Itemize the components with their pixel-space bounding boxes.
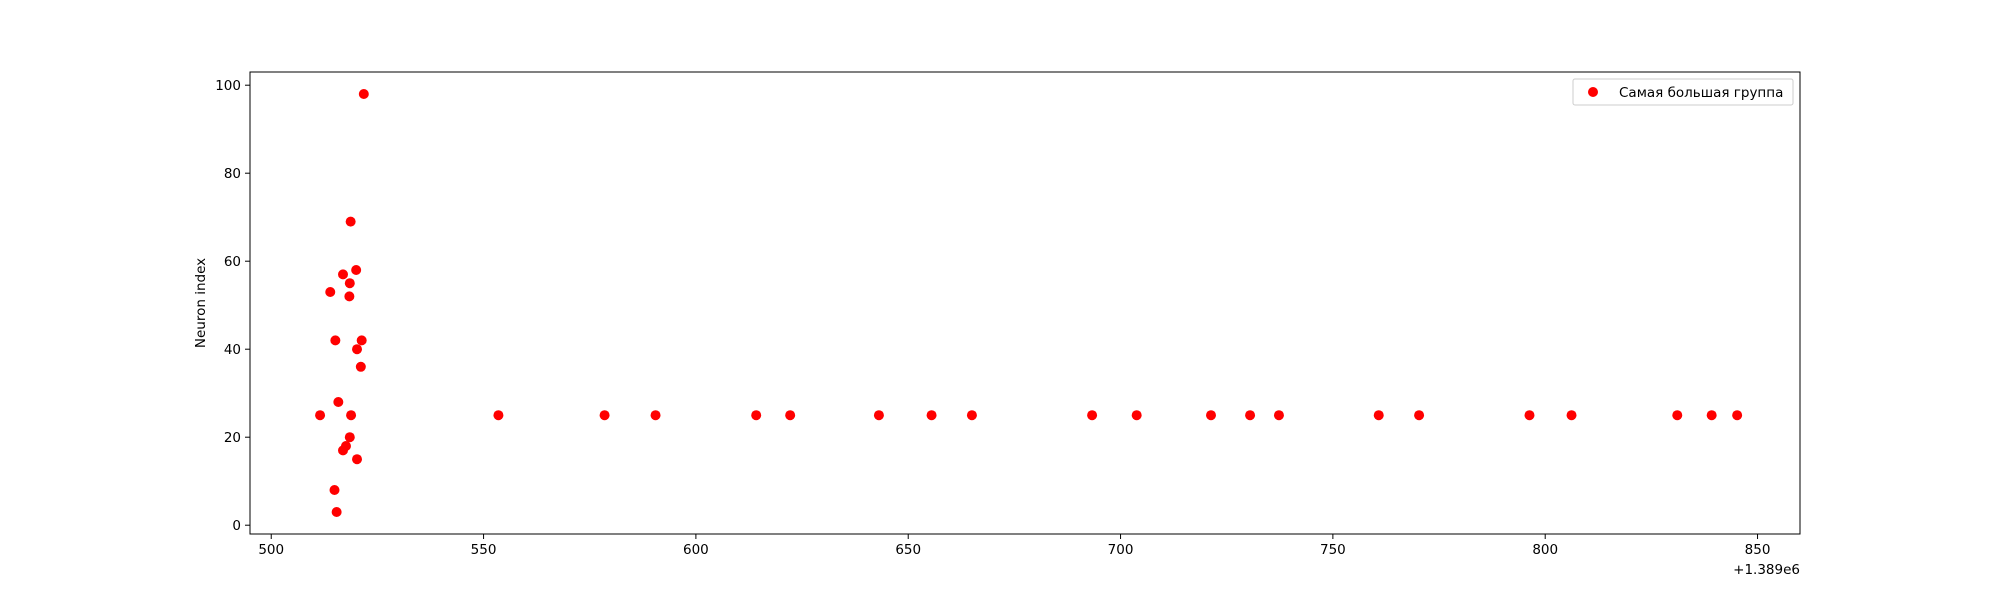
data-point [352, 454, 363, 465]
x-tick-label: 600 [683, 542, 709, 558]
data-points [315, 89, 1743, 517]
data-point [785, 410, 796, 421]
data-point [1524, 410, 1535, 421]
data-point [1414, 410, 1425, 421]
y-tick-label: 100 [215, 78, 241, 94]
plot-area: 500 550 600 650 700 750 800 850 0 20 40 60 80 100 [215, 71, 1801, 558]
data-point [331, 507, 342, 517]
data-point [493, 410, 504, 421]
y-tick-label: 40 [224, 342, 241, 358]
y-tick-label: 0 [232, 518, 241, 534]
data-point [355, 361, 366, 372]
data-point [344, 432, 355, 443]
data-point [344, 291, 355, 302]
data-point [1732, 410, 1743, 421]
legend-marker [1588, 87, 1598, 97]
legend-label: Самая большая группа [1619, 85, 1783, 101]
data-point [351, 265, 362, 275]
legend: Самая большая группа [1572, 78, 1794, 106]
data-point [599, 410, 610, 421]
data-point [1245, 410, 1256, 421]
y-axis-label: Neuron index [193, 258, 209, 348]
y-tick-label: 80 [224, 166, 241, 182]
data-point [1131, 410, 1142, 421]
x-tick-label: 550 [471, 542, 497, 558]
data-point [1373, 410, 1384, 421]
data-point [873, 410, 884, 421]
data-point [325, 287, 336, 297]
data-point [751, 410, 762, 421]
data-point [329, 485, 340, 495]
data-point [330, 335, 341, 346]
data-point [1566, 410, 1577, 421]
data-point [345, 216, 356, 227]
x-tick-label: 650 [895, 542, 921, 558]
y-axis: 0 20 40 60 80 100 [215, 78, 250, 534]
data-point [333, 397, 344, 407]
data-point [356, 335, 367, 346]
x-axis: 500 550 600 650 700 750 800 850 [258, 534, 1770, 558]
data-point [340, 441, 351, 451]
legend-box [1572, 78, 1794, 106]
data-point [358, 89, 369, 99]
data-point [650, 410, 661, 421]
data-point [344, 278, 355, 289]
data-point [1273, 410, 1284, 421]
axes-frame [249, 71, 1801, 535]
data-point [338, 269, 348, 280]
x-tick-label: 700 [1108, 542, 1134, 558]
x-tick-label: 500 [258, 542, 284, 558]
x-tick-label: 850 [1745, 542, 1771, 558]
data-point [315, 410, 326, 421]
data-point [966, 410, 977, 421]
x-tick-label: 750 [1320, 542, 1346, 558]
x-axis-offset-label: +1.389e6 [1733, 562, 1800, 578]
y-tick-label: 60 [224, 254, 241, 270]
data-point [1706, 410, 1717, 421]
data-point [1672, 410, 1683, 421]
data-point [352, 344, 363, 355]
x-tick-label: 800 [1532, 542, 1558, 558]
data-point [926, 410, 937, 421]
y-tick-label: 20 [224, 430, 241, 446]
data-point [1206, 410, 1216, 421]
data-point [1087, 410, 1098, 421]
data-point [346, 410, 357, 421]
